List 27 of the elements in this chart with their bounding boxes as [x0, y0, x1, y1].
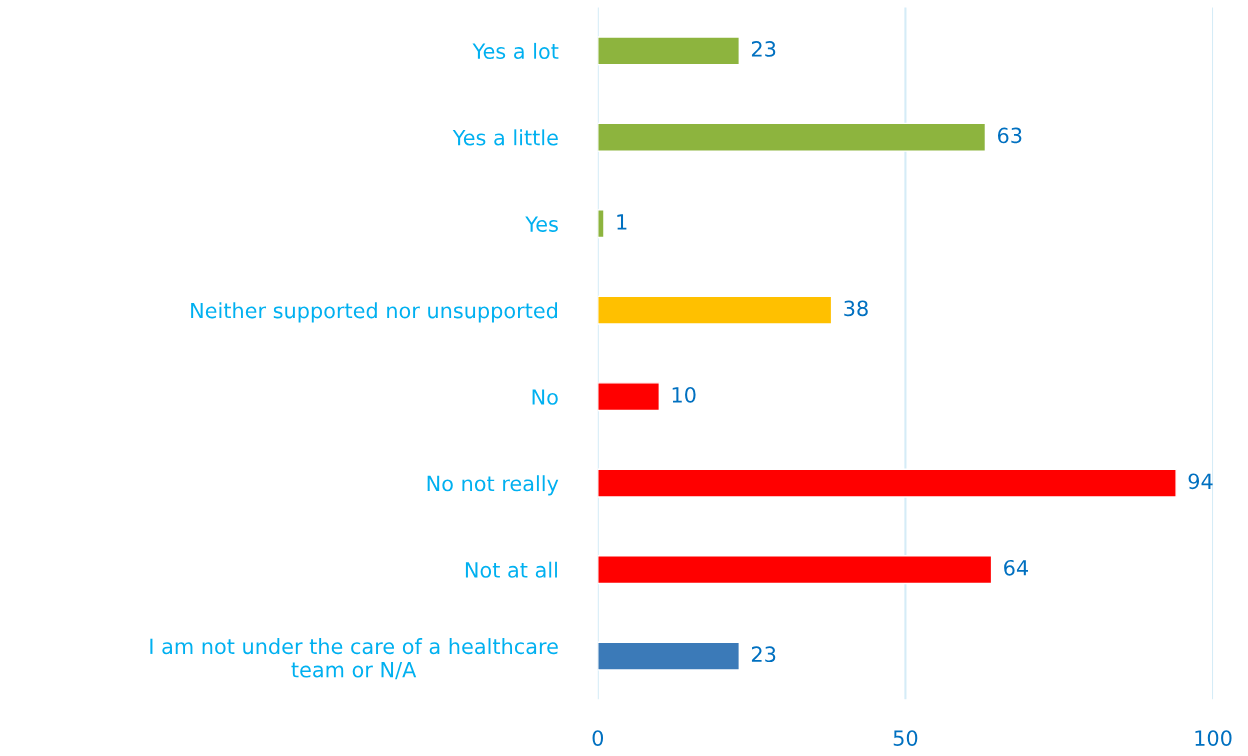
data-label: 38 [844, 300, 868, 317]
bar [597, 122, 987, 152]
y-tick-label: Neither supported nor unsupported [191, 302, 558, 323]
x-tick-label: 100 [1195, 730, 1232, 746]
data-label: 23 [751, 41, 776, 57]
y-tick-label: No [532, 389, 558, 405]
bar [597, 382, 661, 412]
x-tick-label: 50 [893, 730, 918, 746]
y-tick-label: Yes [525, 216, 558, 232]
bar [597, 36, 740, 66]
y-tick-label: Yes a little [452, 129, 558, 146]
bar [597, 209, 605, 239]
y-tick-label: I am not under the care of a healthcare team or N/A [150, 638, 558, 680]
bar [597, 295, 833, 325]
data-label: 94 [1188, 473, 1213, 490]
bar [597, 641, 740, 671]
y-tick-label: No not really [427, 475, 559, 496]
bar [597, 555, 993, 585]
bar [597, 468, 1177, 498]
data-label: 64 [1004, 559, 1029, 576]
x-tick-label: 0 [592, 730, 604, 746]
data-label: 10 [672, 386, 696, 403]
data-label: 1 [617, 214, 627, 230]
data-label: 23 [751, 646, 776, 663]
data-label: 63 [997, 127, 1022, 144]
y-tick-label: Not at all [465, 561, 557, 578]
y-tick-label: Yes a lot [472, 42, 559, 60]
